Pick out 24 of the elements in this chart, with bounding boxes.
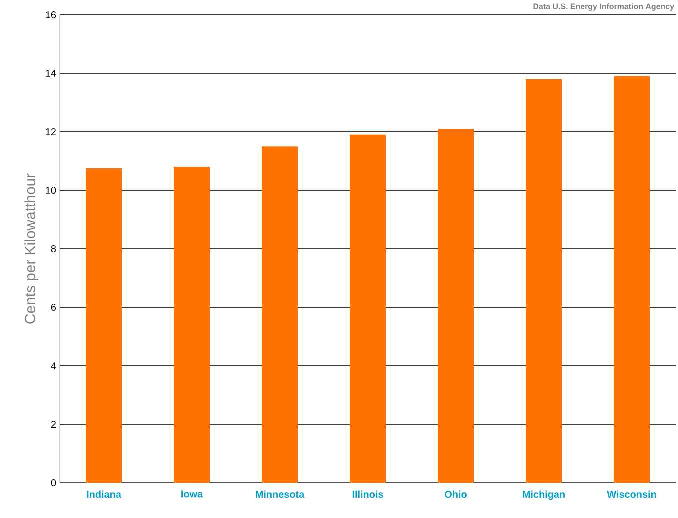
x-tick-label: Iowa: [182, 490, 204, 498]
y-axis-title: Cents per Kilowatthour: [24, 174, 39, 324]
y-tick-label: 8: [51, 245, 56, 253]
x-tick-label: Michigan: [523, 490, 565, 500]
bar: [438, 129, 474, 483]
y-tick-label: 6: [51, 304, 56, 312]
x-tick-label: Wisconsin: [607, 490, 656, 498]
x-tick-label: Illinois: [352, 490, 384, 498]
y-tick-label: 10: [46, 186, 56, 194]
y-tick-label: 14: [46, 70, 56, 77]
bar: [614, 76, 650, 483]
x-tick-label: Ohio: [445, 490, 467, 498]
bar: [526, 79, 562, 483]
bar: [262, 146, 298, 483]
x-tick-label: Minnesota: [256, 490, 305, 498]
y-tick-label: 2: [51, 421, 56, 428]
bar: [350, 134, 386, 483]
x-tick-label: Indiana: [87, 490, 122, 498]
y-tick-label: 4: [51, 362, 56, 370]
y-tick-label: 0: [51, 479, 56, 487]
y-tick-label: 16: [46, 11, 56, 19]
bar: [174, 167, 210, 483]
y-tick-label: 12: [46, 128, 56, 136]
bar: [86, 168, 122, 483]
